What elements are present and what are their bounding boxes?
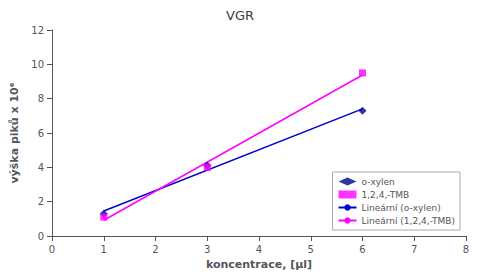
svg-text:o-xylen: o-xylen [361, 177, 394, 187]
svg-text:VGR: VGR [226, 8, 254, 23]
svg-text:6: 6 [359, 244, 365, 255]
svg-text:10: 10 [31, 59, 44, 70]
svg-text:4: 4 [38, 162, 44, 173]
svg-text:Lineární (1,2,4,-TMB): Lineární (1,2,4,-TMB) [361, 216, 455, 226]
svg-text:5: 5 [308, 244, 314, 255]
svg-text:0: 0 [49, 244, 55, 255]
svg-text:7: 7 [411, 244, 417, 255]
svg-text:0: 0 [38, 231, 44, 242]
svg-text:2: 2 [38, 196, 44, 207]
svg-text:3: 3 [204, 244, 210, 255]
svg-text:4: 4 [256, 244, 262, 255]
svg-text:výška piků x 10⁶: výška piků x 10⁶ [8, 82, 21, 183]
svg-text:12: 12 [31, 25, 44, 36]
svg-text:6: 6 [38, 128, 44, 139]
svg-text:Lineární (o-xylen): Lineární (o-xylen) [361, 203, 440, 213]
svg-text:1,2,4,-TMB: 1,2,4,-TMB [361, 190, 409, 200]
svg-text:koncentrace, [μl]: koncentrace, [μl] [206, 258, 312, 271]
svg-text:8: 8 [38, 93, 44, 104]
svg-text:2: 2 [152, 244, 158, 255]
svg-text:1: 1 [101, 244, 107, 255]
svg-text:8: 8 [463, 244, 469, 255]
